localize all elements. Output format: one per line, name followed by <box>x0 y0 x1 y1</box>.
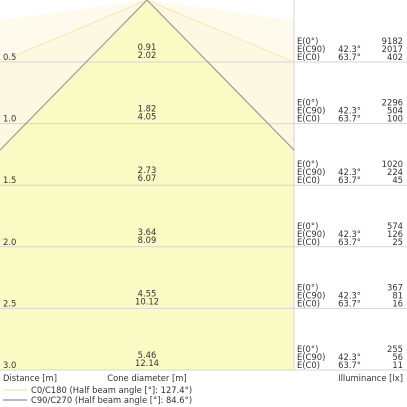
diameter-c90-label: 6.07 <box>138 173 157 183</box>
ec90-angle: 42.3° <box>338 352 361 362</box>
e0-value: 1020 <box>382 159 403 169</box>
ec90-value: 2017 <box>382 44 403 54</box>
cone-diameter-axis-label: Cone diameter [m] <box>107 373 186 383</box>
e0-value: 574 <box>387 221 403 231</box>
ec0-value: 16 <box>392 298 403 308</box>
diameter-c90-label: 10.12 <box>135 296 159 306</box>
ec90-label: E(C90) <box>297 44 325 54</box>
ec0-angle: 63.7° <box>338 175 361 185</box>
distance-row: 1.5 2.736.07 E(0°)E(C90)E(C0) 42.3°63.7° 102… <box>3 159 403 185</box>
diameter-c0-label: 5.46 <box>138 350 157 360</box>
diameter-c90-label: 12.14 <box>135 358 159 368</box>
e0-value: 2296 <box>382 98 403 108</box>
e0-value: 9182 <box>382 36 403 46</box>
diameter-c0-label: 3.64 <box>138 227 157 237</box>
diameter-c0-label: 2.73 <box>138 165 157 175</box>
distance-label: 2.0 <box>3 237 16 247</box>
ec0-label: E(C0) <box>297 298 320 308</box>
diameter-c0-label: 0.91 <box>138 42 157 52</box>
e0-value: 255 <box>387 344 403 354</box>
distance-label: 1.0 <box>3 114 16 124</box>
ec90-angle: 42.3° <box>338 106 361 116</box>
e0-label: E(0°) <box>297 98 318 108</box>
distance-label: 0.5 <box>3 52 16 62</box>
diameter-c0-label: 1.82 <box>138 104 157 114</box>
ec90-value: 81 <box>392 290 403 300</box>
ec0-angle: 63.7° <box>338 114 361 124</box>
ec0-value: 25 <box>392 237 403 247</box>
diameter-c90-label: 2.02 <box>138 50 157 60</box>
distance-gridlines <box>0 0 407 371</box>
ec0-angle: 63.7° <box>338 360 361 370</box>
e0-label: E(0°) <box>297 282 318 292</box>
ec0-label: E(C0) <box>297 114 320 124</box>
illuminance-axis-label: Illuminance [lx] <box>338 373 403 383</box>
distance-axis-label: Distance [m] <box>3 373 57 383</box>
ec90-angle: 42.3° <box>338 290 361 300</box>
ec90-angle: 42.3° <box>338 167 361 177</box>
legend-c90-label: C90/C270 (Half beam angle [°]: 84.6°) <box>31 395 192 405</box>
ec0-value: 100 <box>387 114 403 124</box>
ec0-angle: 63.7° <box>338 52 361 62</box>
ec90-value: 504 <box>387 106 403 116</box>
ec0-label: E(C0) <box>297 237 320 247</box>
ec0-angle: 63.7° <box>338 298 361 308</box>
distance-row: 2.0 3.648.09 E(0°)E(C90)E(C0) 42.3°63.7° 574… <box>3 221 403 247</box>
e0-value: 367 <box>387 282 403 292</box>
legend: C0/C180 (Half beam angle [°]: 127.4°) C9… <box>3 385 192 405</box>
ec90-label: E(C90) <box>297 167 325 177</box>
distance-rows: 0.50.912.02E(0°)E(C90)E(C0)42.3°63.7°918… <box>3 36 403 370</box>
diameter-c90-label: 4.05 <box>138 112 157 122</box>
beam-lines <box>0 0 295 151</box>
e0-label: E(0°) <box>297 344 318 354</box>
c90-beam-line <box>0 0 295 151</box>
ec90-label: E(C90) <box>297 106 325 116</box>
ec90-label: E(C90) <box>297 229 325 239</box>
ec0-value: 45 <box>392 175 403 185</box>
ec90-value: 126 <box>387 229 403 239</box>
ec0-label: E(C0) <box>297 175 320 185</box>
diameter-c0-label: 4.55 <box>138 288 157 298</box>
e0-label: E(0°) <box>297 159 318 169</box>
ec90-label: E(C90) <box>297 290 325 300</box>
legend-c0-label: C0/C180 (Half beam angle [°]: 127.4°) <box>31 385 192 395</box>
e0-label: E(0°) <box>297 221 318 231</box>
ec0-angle: 63.7° <box>338 237 361 247</box>
ec90-angle: 42.3° <box>338 44 361 54</box>
distance-row: 1.0 1.824.05 E(0°)E(C90)E(C0) 42.3°63.7° 229… <box>3 98 403 124</box>
diameter-c90-label: 8.09 <box>138 235 157 245</box>
ec90-label: E(C90) <box>297 352 325 362</box>
e0-label: E(0°) <box>297 36 318 46</box>
ec0-value: 402 <box>387 52 403 62</box>
ec0-label: E(C0) <box>297 360 320 370</box>
distance-label: 1.5 <box>3 175 16 185</box>
distance-label: 2.5 <box>3 298 16 308</box>
ec0-value: 11 <box>392 360 403 370</box>
ec90-value: 224 <box>387 167 403 177</box>
distance-label: 3.0 <box>3 360 16 370</box>
ec0-label: E(C0) <box>297 52 320 62</box>
ec90-angle: 42.3° <box>338 229 361 239</box>
c0-beam-line <box>0 0 295 63</box>
ec90-value: 56 <box>392 352 403 362</box>
distance-row: 0.5 0.912.02 E(0°)E(C90)E(C0) 42.3°63.7° 918… <box>3 36 403 62</box>
